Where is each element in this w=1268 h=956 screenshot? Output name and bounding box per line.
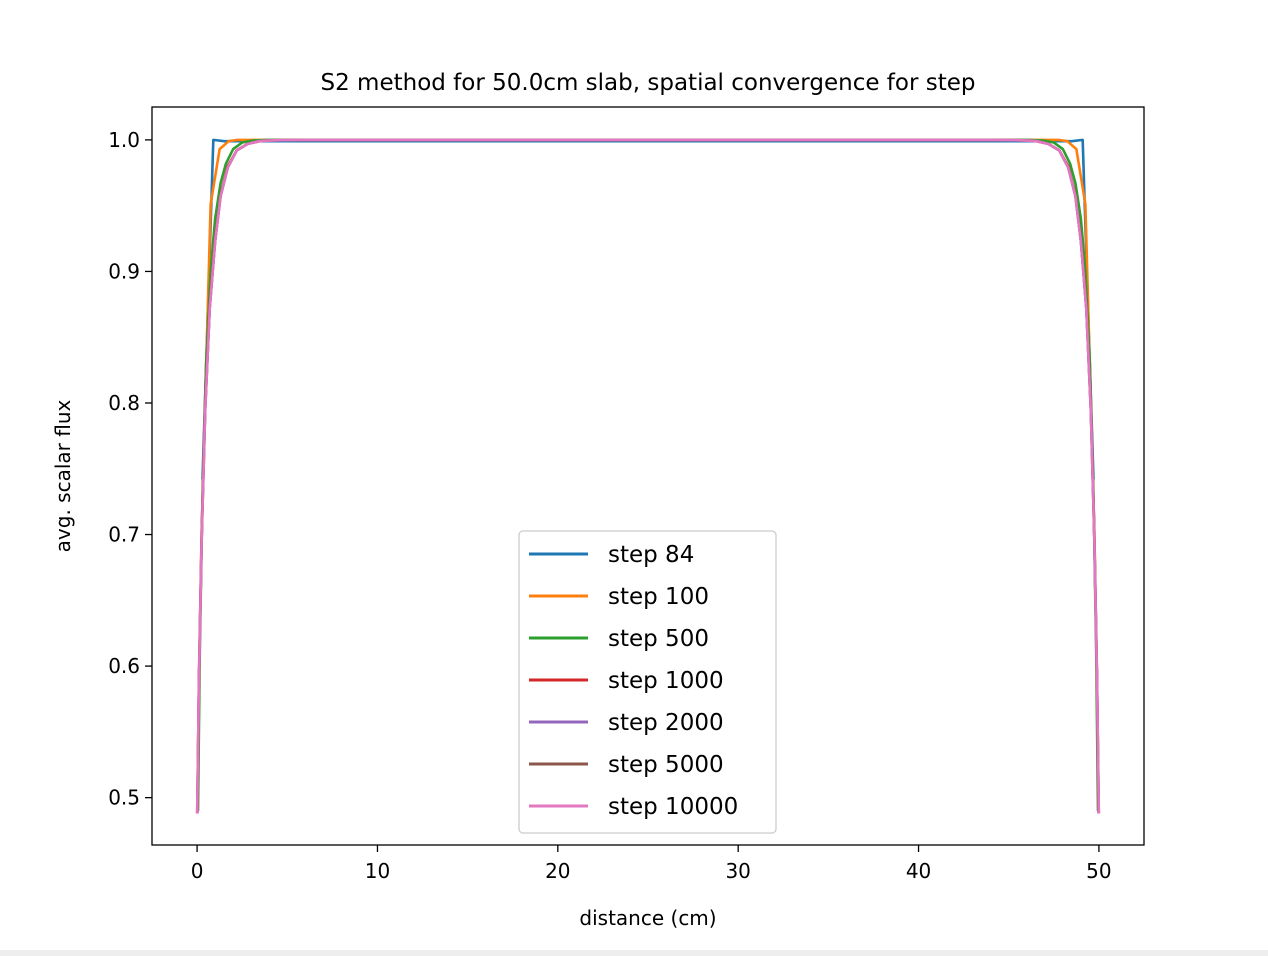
x-tick-label: 50 <box>1086 859 1111 883</box>
legend-label: step 2000 <box>608 710 724 736</box>
series-layer <box>195 138 1101 814</box>
plot-frame <box>151 106 1145 846</box>
y-tick-label: 0.7 <box>108 523 140 547</box>
legend-box <box>518 530 777 834</box>
x-axis: 0 10 20 30 40 50 <box>191 845 1112 883</box>
bottom-strip <box>0 950 1268 956</box>
y-tick-label: 1.0 <box>108 128 140 152</box>
legend-label: step 100 <box>608 584 709 610</box>
y-axis: 0.5 0.6 0.7 0.8 0.9 1.0 <box>108 128 152 810</box>
series-line-7 <box>195 138 1101 814</box>
y-tick-label: 0.8 <box>108 391 140 415</box>
legend: step 84 step 100 step 500 step 1000 step 200… <box>518 530 777 834</box>
x-tick-label: 10 <box>365 859 390 883</box>
legend-label: step 10000 <box>608 794 738 820</box>
y-tick-label: 0.6 <box>108 654 140 678</box>
y-tick-label: 0.5 <box>108 786 140 810</box>
x-tick-label: 40 <box>906 859 931 883</box>
x-tick-label: 0 <box>191 859 204 883</box>
series-line-2 <box>200 138 1096 535</box>
legend-label: step 84 <box>608 542 694 568</box>
legend-label: step 1000 <box>608 668 724 694</box>
x-tick-label: 30 <box>725 859 750 883</box>
series-line-1 <box>201 138 1095 480</box>
legend-label: step 500 <box>608 626 709 652</box>
x-axis-label: distance (cm) <box>579 906 716 930</box>
y-axis-label: avg. scalar flux <box>51 400 75 553</box>
chart-title: S2 method for 50.0cm slab, spatial conve… <box>321 70 976 96</box>
legend-items: step 84 step 100 step 500 step 1000 step 200… <box>529 542 738 820</box>
y-tick-label: 0.9 <box>108 259 140 283</box>
x-tick-label: 20 <box>545 859 570 883</box>
legend-label: step 5000 <box>608 752 724 778</box>
